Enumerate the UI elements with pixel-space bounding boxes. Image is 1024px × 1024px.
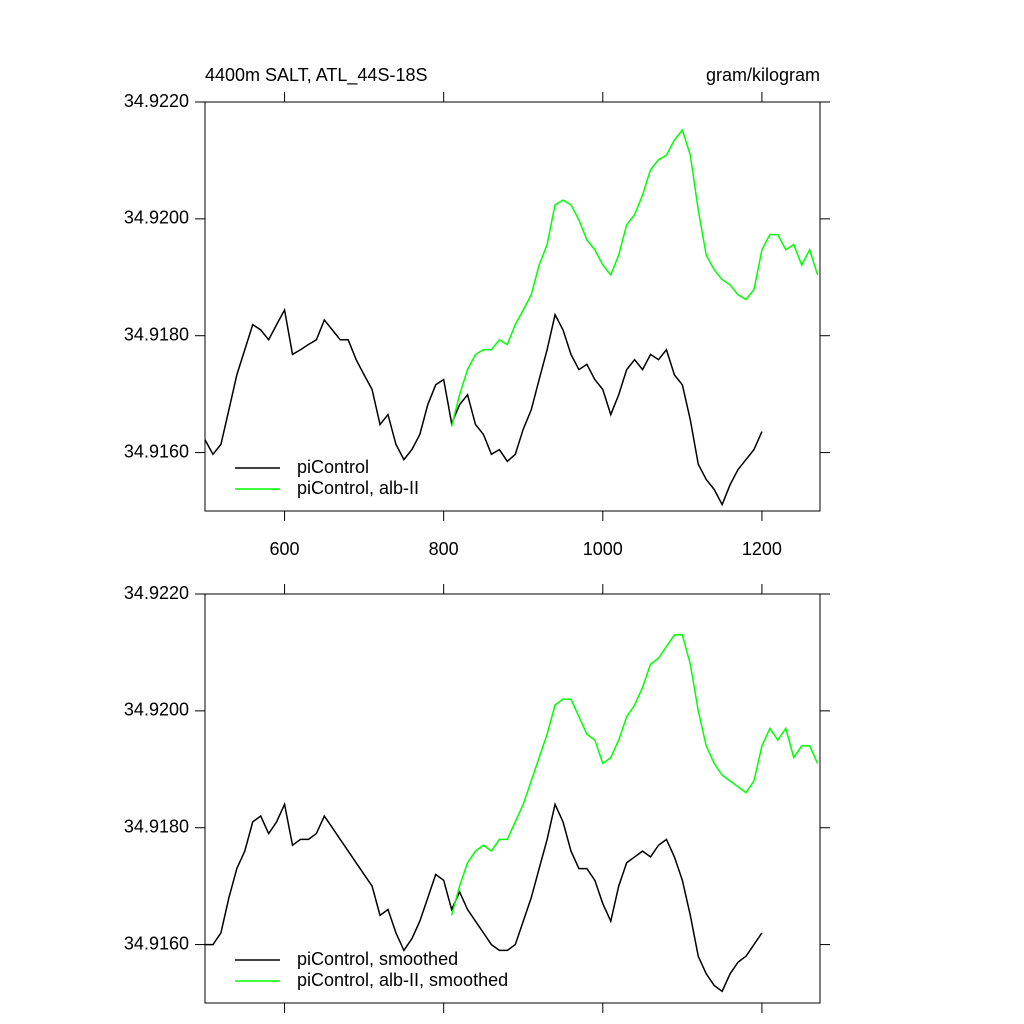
units-label: gram/kilogram bbox=[706, 65, 820, 85]
y-tick-label: 34.9220 bbox=[124, 91, 189, 111]
legend-label: piControl bbox=[297, 457, 369, 477]
data-line bbox=[205, 801, 763, 993]
plot-frame bbox=[204, 593, 821, 1004]
legend-label: piControl, alb-II, smoothed bbox=[297, 970, 508, 990]
x-tick-label: 1200 bbox=[742, 539, 782, 559]
legend-label: piControl, alb-II bbox=[297, 478, 419, 498]
data-line bbox=[204, 307, 763, 507]
y-tick-label: 34.9160 bbox=[124, 441, 189, 461]
x-tick-label: 600 bbox=[270, 539, 300, 559]
x-tick-label: 800 bbox=[429, 539, 459, 559]
plot-frame bbox=[204, 101, 821, 512]
data-line bbox=[450, 634, 819, 916]
y-tick-label: 34.9200 bbox=[124, 700, 189, 720]
data-line bbox=[450, 128, 819, 427]
y-tick-label: 34.9180 bbox=[124, 324, 189, 344]
y-tick-label: 34.9180 bbox=[124, 816, 189, 836]
y-tick-label: 34.9160 bbox=[124, 933, 189, 953]
chart-title: 4400m SALT, ATL_44S-18S bbox=[205, 65, 427, 86]
legend-label: piControl, smoothed bbox=[297, 949, 458, 969]
y-tick-label: 34.9200 bbox=[124, 208, 189, 228]
y-tick-label: 34.9220 bbox=[124, 583, 189, 603]
x-tick-label: 1000 bbox=[583, 539, 623, 559]
